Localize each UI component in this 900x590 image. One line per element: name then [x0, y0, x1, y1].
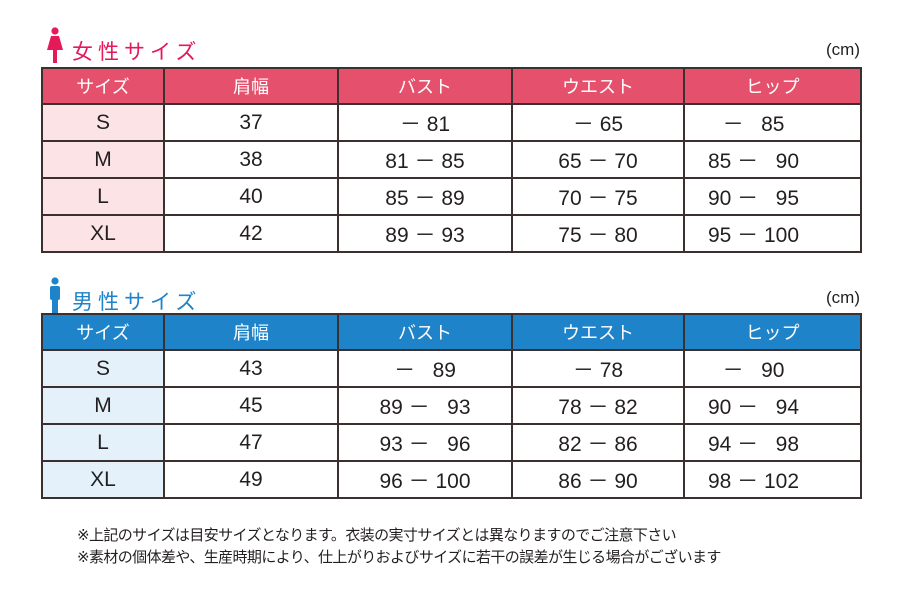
- size-cell: M: [41, 386, 165, 425]
- bust-cell: － 81: [337, 103, 513, 142]
- col-header-shoulder: 肩幅: [163, 67, 339, 105]
- male-figure-icon: [50, 277, 60, 313]
- bust-cell: － 89: [337, 349, 513, 388]
- col-header-shoulder: 肩幅: [163, 313, 339, 351]
- col-header-size: サイズ: [41, 67, 165, 105]
- bust-cell: 89 － 93: [337, 214, 513, 253]
- col-header-size: サイズ: [41, 313, 165, 351]
- table-row: XL 49 96 － 100 86 － 90 98 － 102: [41, 460, 862, 499]
- hip-cell: 98 － 102: [683, 460, 862, 499]
- size-cell: XL: [41, 460, 165, 499]
- size-cell: M: [41, 140, 165, 179]
- col-header-hip: ヒップ: [683, 313, 862, 351]
- women-size-table: サイズ 肩幅 バスト ウエスト ヒップ S 37 － 81 － 65 － 85 …: [41, 67, 862, 253]
- table-row: S 43 － 89 － 78 － 90: [41, 349, 862, 388]
- shoulder-cell: 49: [163, 460, 339, 499]
- col-header-waist: ウエスト: [511, 313, 685, 351]
- footnote: ※素材の個体差や、生産時期により、仕上がりおよびサイズに若干の誤差が生じる場合が…: [77, 548, 721, 566]
- hip-cell: 95 － 100: [683, 214, 862, 253]
- shoulder-cell: 47: [163, 423, 339, 462]
- shoulder-cell: 43: [163, 349, 339, 388]
- table-row: M 38 81 － 85 65 － 70 85 － 90: [41, 140, 862, 179]
- hip-cell: － 85: [683, 103, 862, 142]
- unit-label-women: (cm): [826, 40, 860, 59]
- bust-cell: 81 － 85: [337, 140, 513, 179]
- table-row: M 45 89 － 93 78 － 82 90 － 94: [41, 386, 862, 425]
- hip-cell: 90 － 94: [683, 386, 862, 425]
- size-cell: S: [41, 103, 165, 142]
- hip-cell: 85 － 90: [683, 140, 862, 179]
- section-title-women: 女性サイズ: [72, 40, 202, 64]
- col-header-waist: ウエスト: [511, 67, 685, 105]
- waist-cell: 82 － 86: [511, 423, 685, 462]
- waist-cell: 75 － 80: [511, 214, 685, 253]
- table-row: S 37 － 81 － 65 － 85: [41, 103, 862, 142]
- women-size-title: 女性サイズ: [44, 27, 201, 63]
- shoulder-cell: 37: [163, 103, 339, 142]
- female-figure-icon: [47, 27, 63, 63]
- table-header-row: サイズ 肩幅 バスト ウエスト ヒップ: [41, 313, 862, 351]
- table-header-row: サイズ 肩幅 バスト ウエスト ヒップ: [41, 67, 862, 105]
- waist-cell: － 65: [511, 103, 685, 142]
- waist-cell: 70 － 75: [511, 177, 685, 216]
- size-cell: XL: [41, 214, 165, 253]
- hip-cell: 94 － 98: [683, 423, 862, 462]
- table-row: L 40 85 － 89 70 － 75 90 － 95: [41, 177, 862, 216]
- table-row: XL 42 89 － 93 75 － 80 95 － 100: [41, 214, 862, 253]
- shoulder-cell: 38: [163, 140, 339, 179]
- col-header-hip: ヒップ: [683, 67, 862, 105]
- men-size-title: 男性サイズ: [44, 277, 201, 313]
- size-cell: S: [41, 349, 165, 388]
- bust-cell: 93 － 96: [337, 423, 513, 462]
- waist-cell: 86 － 90: [511, 460, 685, 499]
- footnote: ※上記のサイズは目安サイズとなります。衣装の実寸サイズとは異なりますのでご注意下…: [77, 526, 677, 544]
- table-row: L 47 93 － 96 82 － 86 94 － 98: [41, 423, 862, 462]
- footnotes: ※上記のサイズは目安サイズとなります。衣装の実寸サイズとは異なりますのでご注意下…: [77, 524, 721, 568]
- waist-cell: 78 － 82: [511, 386, 685, 425]
- bust-cell: 96 － 100: [337, 460, 513, 499]
- hip-cell: 90 － 95: [683, 177, 862, 216]
- shoulder-cell: 40: [163, 177, 339, 216]
- col-header-bust: バスト: [337, 313, 513, 351]
- bust-cell: 85 － 89: [337, 177, 513, 216]
- waist-cell: － 78: [511, 349, 685, 388]
- men-size-table: サイズ 肩幅 バスト ウエスト ヒップ S 43 － 89 － 78 － 90 …: [41, 313, 862, 499]
- col-header-bust: バスト: [337, 67, 513, 105]
- unit-label-men: (cm): [826, 288, 860, 307]
- shoulder-cell: 42: [163, 214, 339, 253]
- bust-cell: 89 － 93: [337, 386, 513, 425]
- section-title-men: 男性サイズ: [72, 290, 202, 314]
- size-cell: L: [41, 177, 165, 216]
- waist-cell: 65 － 70: [511, 140, 685, 179]
- size-cell: L: [41, 423, 165, 462]
- shoulder-cell: 45: [163, 386, 339, 425]
- hip-cell: － 90: [683, 349, 862, 388]
